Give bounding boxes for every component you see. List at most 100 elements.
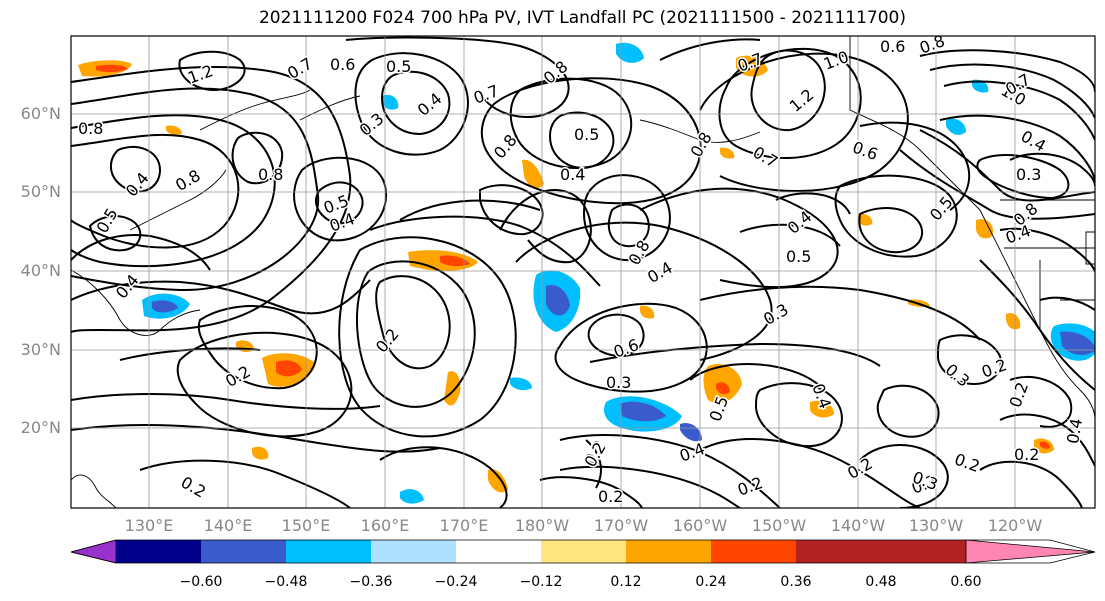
fill-patch xyxy=(976,219,994,239)
contour-line xyxy=(582,174,671,262)
colorbar-extend-min xyxy=(70,539,117,564)
contour-line xyxy=(71,133,240,249)
fill-patch xyxy=(1060,331,1095,355)
contour-line xyxy=(699,285,981,341)
contour-label: 0.3 xyxy=(1016,165,1041,184)
contour-label: 0.6 xyxy=(330,55,355,74)
lat-label: 20°N xyxy=(21,418,61,437)
colorbar xyxy=(70,539,1096,564)
contour-line xyxy=(509,77,633,169)
contour-line xyxy=(919,129,1095,202)
contour-line xyxy=(399,199,541,221)
contour-line xyxy=(587,313,645,358)
coastline xyxy=(849,36,981,211)
contour-line xyxy=(775,192,851,215)
lat-label: 60°N xyxy=(21,104,61,123)
colorbar-segment xyxy=(456,540,541,563)
colorbar-segment xyxy=(371,540,456,563)
contour-line xyxy=(559,465,741,508)
contour-line xyxy=(176,331,353,438)
fill-patch xyxy=(810,400,834,418)
lon-label: 180°W xyxy=(515,516,570,535)
fill-patch xyxy=(680,422,702,442)
fill-patch xyxy=(96,64,128,73)
contour-line xyxy=(1009,152,1095,187)
fill-patch xyxy=(616,42,644,63)
fill-patch xyxy=(946,118,966,135)
fill-patch xyxy=(510,377,532,391)
contour-line xyxy=(515,221,773,361)
colorbar-tick-label: −0.48 xyxy=(265,574,308,590)
contour-label: 0.4 xyxy=(808,381,835,411)
contour-line xyxy=(554,302,708,393)
fill-patch xyxy=(640,305,655,319)
contour-label: 0.8 xyxy=(258,165,283,184)
contour-line xyxy=(559,434,781,508)
fill-patch xyxy=(858,213,873,226)
colorbar-tick-label: −0.24 xyxy=(435,574,478,590)
lon-label: 170°E xyxy=(440,516,489,535)
lat-label: 30°N xyxy=(21,340,61,359)
coastline xyxy=(299,95,361,121)
lon-label: 150°E xyxy=(282,516,331,535)
contour-line xyxy=(548,111,615,170)
lat-label: 40°N xyxy=(21,261,61,280)
lon-label: 160°W xyxy=(673,516,728,535)
colorbar-segment xyxy=(711,540,796,563)
contour-line xyxy=(936,334,1002,386)
fill-patch xyxy=(440,255,470,267)
fill-patch xyxy=(1040,441,1050,449)
lon-label: 150°W xyxy=(752,516,807,535)
fill-patch xyxy=(152,300,178,313)
colorbar-outline xyxy=(70,539,1096,564)
colorbar-segment xyxy=(626,540,711,563)
contour-line xyxy=(499,189,592,264)
contour-label: 0.3 xyxy=(606,373,631,392)
lon-label: 160°E xyxy=(361,516,410,535)
contour-line xyxy=(71,234,211,271)
contour-line xyxy=(999,227,1095,273)
contour-label: 0.2 xyxy=(1014,445,1039,464)
contour-line xyxy=(899,149,1095,220)
contour-line xyxy=(315,181,364,225)
shaded-fills xyxy=(78,42,1095,504)
fill-patch xyxy=(620,401,666,422)
colorbar-tick-label: 0.60 xyxy=(950,574,981,590)
fill-patch xyxy=(488,469,508,493)
colorbar-tick-label: 0.24 xyxy=(695,574,726,590)
contour-line xyxy=(379,446,508,508)
colorbar-tick-label: −0.60 xyxy=(180,574,223,590)
contour-line xyxy=(834,174,958,258)
contour-line xyxy=(939,114,1095,181)
longitude-labels: 130°E 140°E 150°E 160°E 170°E 180°W 170°… xyxy=(125,516,1043,535)
colorbar-tick-label: 0.12 xyxy=(610,574,641,590)
contour-line xyxy=(71,66,352,333)
colorbar-segment xyxy=(881,540,966,563)
lon-label: 130°E xyxy=(125,516,174,535)
contour-line xyxy=(689,363,821,387)
contour-line xyxy=(338,236,517,438)
colorbar-segment xyxy=(541,540,626,563)
contour-line xyxy=(859,121,970,211)
contour-label: 0.5 xyxy=(574,125,599,144)
contour-line xyxy=(354,52,469,156)
contour-line xyxy=(929,63,1095,119)
lon-label: 140°E xyxy=(204,516,253,535)
contour-label: 0.5 xyxy=(386,57,411,76)
contour-line xyxy=(919,49,1095,93)
contour-line xyxy=(585,439,602,489)
contour-line xyxy=(876,384,940,438)
contour-line xyxy=(139,459,351,508)
contour-line xyxy=(999,413,1095,467)
colorbar-extend-max xyxy=(965,539,1096,564)
contour-line xyxy=(71,279,371,315)
lon-label: 120°W xyxy=(988,516,1043,535)
contour-label: 0.2 xyxy=(598,487,623,506)
coastline xyxy=(129,169,227,231)
fill-patch xyxy=(382,94,399,110)
contour-label: 0.8 xyxy=(78,119,103,138)
colorbar-tick-label: −0.12 xyxy=(520,574,563,590)
contour-line xyxy=(293,156,387,242)
contour-line xyxy=(71,87,320,292)
contour-line xyxy=(178,50,246,92)
